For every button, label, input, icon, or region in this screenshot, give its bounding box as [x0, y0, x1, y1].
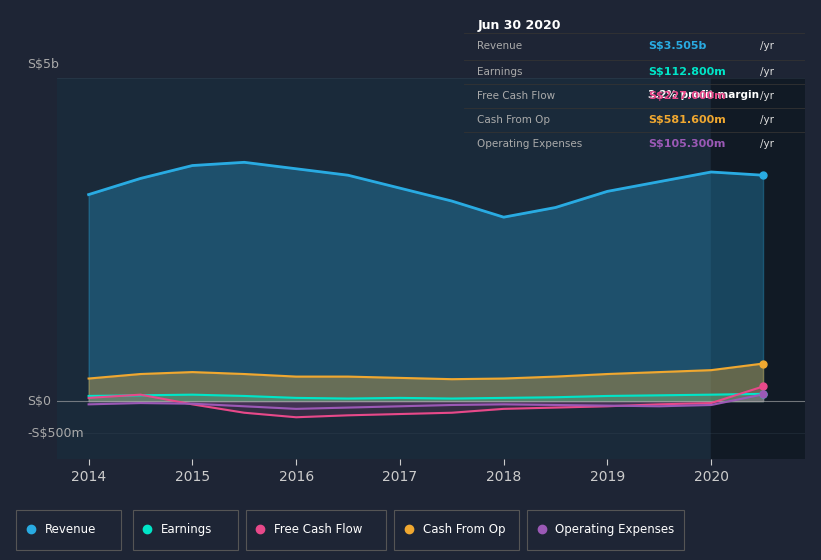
Text: S$5b: S$5b: [28, 58, 59, 71]
Text: Cash From Op: Cash From Op: [478, 115, 551, 125]
FancyBboxPatch shape: [133, 510, 237, 550]
Text: Cash From Op: Cash From Op: [423, 522, 505, 536]
Text: S$581.600m: S$581.600m: [648, 115, 726, 125]
Text: Free Cash Flow: Free Cash Flow: [478, 91, 556, 101]
Text: S$0: S$0: [28, 395, 52, 408]
Text: Earnings: Earnings: [478, 67, 523, 77]
Text: Earnings: Earnings: [161, 522, 213, 536]
Text: Operating Expenses: Operating Expenses: [555, 522, 675, 536]
Text: S$227.000m: S$227.000m: [648, 91, 726, 101]
Text: -S$500m: -S$500m: [28, 427, 85, 440]
Text: /yr: /yr: [760, 139, 774, 150]
Text: Free Cash Flow: Free Cash Flow: [273, 522, 362, 536]
Text: S$112.800m: S$112.800m: [648, 67, 726, 77]
Text: /yr: /yr: [760, 91, 774, 101]
FancyBboxPatch shape: [16, 510, 121, 550]
Text: Jun 30 2020: Jun 30 2020: [478, 19, 561, 32]
Text: Revenue: Revenue: [44, 522, 96, 536]
Text: /yr: /yr: [760, 41, 774, 51]
Text: 3.2% profit margin: 3.2% profit margin: [648, 90, 759, 100]
Text: S$3.505b: S$3.505b: [648, 41, 706, 51]
Text: /yr: /yr: [760, 67, 774, 77]
Text: /yr: /yr: [760, 115, 774, 125]
Text: Operating Expenses: Operating Expenses: [478, 139, 583, 150]
FancyBboxPatch shape: [527, 510, 684, 550]
Bar: [711, 78, 805, 459]
Text: S$105.300m: S$105.300m: [648, 139, 725, 150]
Text: Revenue: Revenue: [478, 41, 523, 51]
FancyBboxPatch shape: [245, 510, 387, 550]
FancyBboxPatch shape: [394, 510, 519, 550]
